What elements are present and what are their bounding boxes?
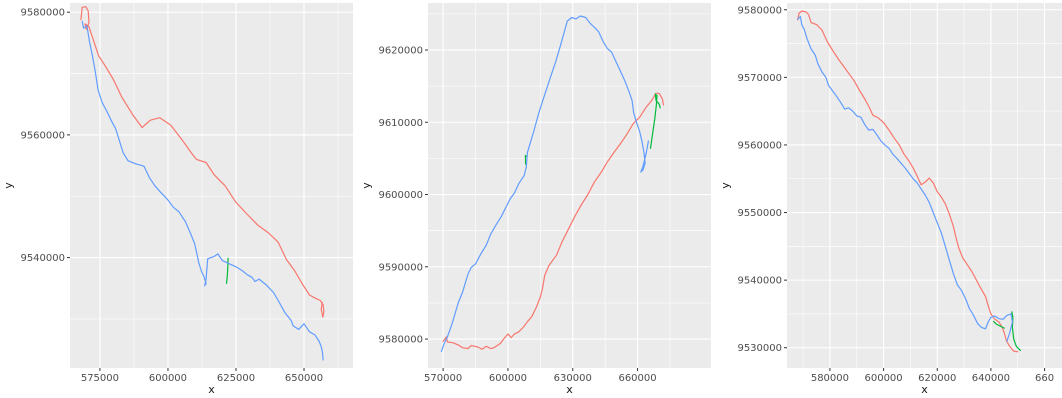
- series-line-3: [649, 93, 661, 149]
- y-tick-label: 9580000: [737, 5, 782, 16]
- panel-background: [428, 3, 711, 368]
- x-axis-title: x: [566, 383, 573, 396]
- series-line-2: [993, 320, 1005, 329]
- x-tick-label: 600000: [149, 373, 187, 384]
- x-tick-label: 600000: [489, 373, 527, 384]
- x-tick-label: 640000: [972, 373, 1010, 384]
- y-tick-label: 9560000: [737, 140, 782, 151]
- x-tick-label: 620000: [918, 373, 956, 384]
- y-tick-label: 9580000: [378, 335, 423, 346]
- x-tick-label: 650000: [285, 373, 323, 384]
- y-tick-label: 9540000: [20, 253, 65, 264]
- y-tick-label: 9530000: [737, 343, 782, 354]
- x-axis-title: x: [208, 383, 215, 396]
- y-tick-label: 9550000: [737, 208, 782, 219]
- y-axis-title: y: [360, 182, 373, 189]
- x-tick-label: 600000: [864, 373, 902, 384]
- series-group: [797, 10, 1021, 353]
- y-tick-label: 9610000: [378, 118, 423, 129]
- x-tick-label: 660000: [618, 373, 656, 384]
- chart-panel-1: 575000 600000 625000 650000 9540000 9560000 95…: [2, 3, 353, 396]
- y-tick-label: 9600000: [378, 190, 423, 201]
- x-tick-label: 625000: [217, 373, 255, 384]
- series-line-2: [524, 154, 527, 165]
- chart-panel-3: 580000 600000 620000 640000 660 9530000 954000…: [719, 3, 1062, 396]
- y-axis-title: y: [719, 182, 732, 189]
- series-line-4: [440, 15, 649, 352]
- gridlines: [428, 3, 711, 368]
- y-tick-label: 9590000: [378, 262, 423, 273]
- x-axis-title: x: [921, 383, 928, 396]
- panel-background: [787, 3, 1062, 368]
- y-tick-label: 9580000: [20, 8, 65, 19]
- x-tick-label: 570000: [424, 373, 462, 384]
- y-axis-title: y: [2, 182, 15, 189]
- chart-panel-2: 570000 600000 630000 660000 9580000 9590000 96…: [360, 3, 711, 396]
- x-tick-label: 575000: [81, 373, 119, 384]
- x-tick-label: 630000: [554, 373, 592, 384]
- y-tick-label: 9570000: [737, 73, 782, 84]
- series-line-3: [1011, 311, 1021, 351]
- series-group: [80, 6, 325, 361]
- series-line-3: [81, 20, 324, 361]
- panel-background: [70, 3, 353, 368]
- series-line-1: [797, 10, 1019, 353]
- y-tick-label: 9560000: [20, 130, 65, 141]
- series-line-4: [797, 15, 1013, 342]
- y-tick-label: 9620000: [378, 45, 423, 56]
- x-tick-label: 580000: [811, 373, 849, 384]
- gridlines: [787, 3, 1062, 368]
- gridlines: [70, 3, 353, 368]
- series-group: [440, 15, 665, 352]
- x-tick-label: 660: [1035, 373, 1054, 384]
- series-line-1: [442, 92, 665, 350]
- y-tick-label: 9540000: [737, 276, 782, 287]
